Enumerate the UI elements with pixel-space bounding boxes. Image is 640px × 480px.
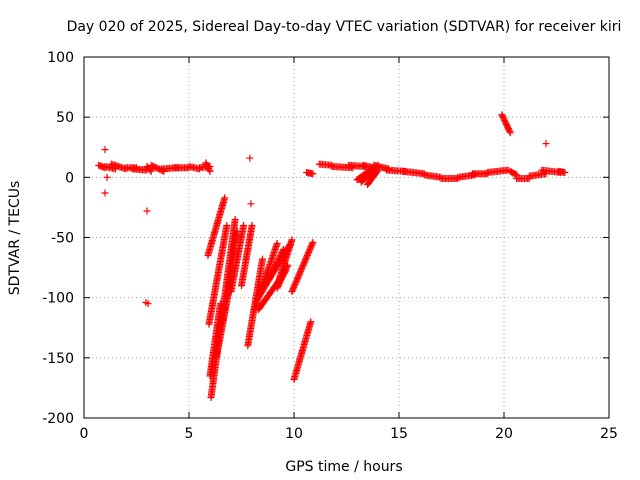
y-tick-label: 50 [56,110,74,126]
data-point [309,170,317,178]
data-point [221,194,229,202]
x-tick-label: 10 [285,426,303,442]
data-point [542,140,550,148]
data-point [147,167,155,175]
data-point [283,263,291,271]
data-point [373,167,381,175]
x-axis-label: GPS time / hours [285,459,402,475]
data-point [246,154,254,162]
data-point [144,300,152,308]
data-point [240,221,248,229]
data-point [273,240,281,248]
data-point [101,146,109,154]
data-point [506,127,514,135]
plot-frame [83,56,610,419]
data-point [279,247,287,255]
y-axis-label: SDTVAR / TECUs [7,181,23,296]
data-point [205,166,213,174]
data-point [223,221,231,229]
axis-ticks: 0 5 10 15 20 25 -200 -150 -100 -50 0 50 100 [42,50,618,442]
data-point [231,215,239,223]
data-point [511,170,519,178]
x-tick-label: 20 [495,426,513,442]
data-point [247,200,255,208]
y-tick-label: -100 [42,291,74,307]
x-tick-label: 25 [600,426,618,442]
data-point [101,189,109,197]
data-point [374,166,382,174]
data-point [561,169,569,177]
data-point [284,261,292,269]
y-tick-label: -150 [42,351,74,367]
data-points [95,111,569,402]
data-point [248,221,256,229]
y-tick-label: 100 [47,50,74,66]
data-point [146,166,154,174]
y-tick-label: 0 [65,170,74,186]
data-point [259,255,266,263]
data-point [103,173,111,181]
x-tick-label: 15 [390,426,408,442]
data-point [307,318,315,326]
data-point [309,238,317,246]
data-point [280,246,287,254]
data-point [308,240,316,248]
chart-title: Day 020 of 2025, Sidereal Day-to-day VTE… [67,19,622,35]
data-point [206,167,214,175]
data-point [143,207,151,215]
y-tick-label: -50 [51,231,74,247]
x-tick-label: 0 [80,426,89,442]
data-point [506,129,514,137]
grid [84,57,609,418]
data-point [288,236,296,244]
y-tick-label: -200 [42,411,74,427]
x-tick-label: 5 [185,426,194,442]
